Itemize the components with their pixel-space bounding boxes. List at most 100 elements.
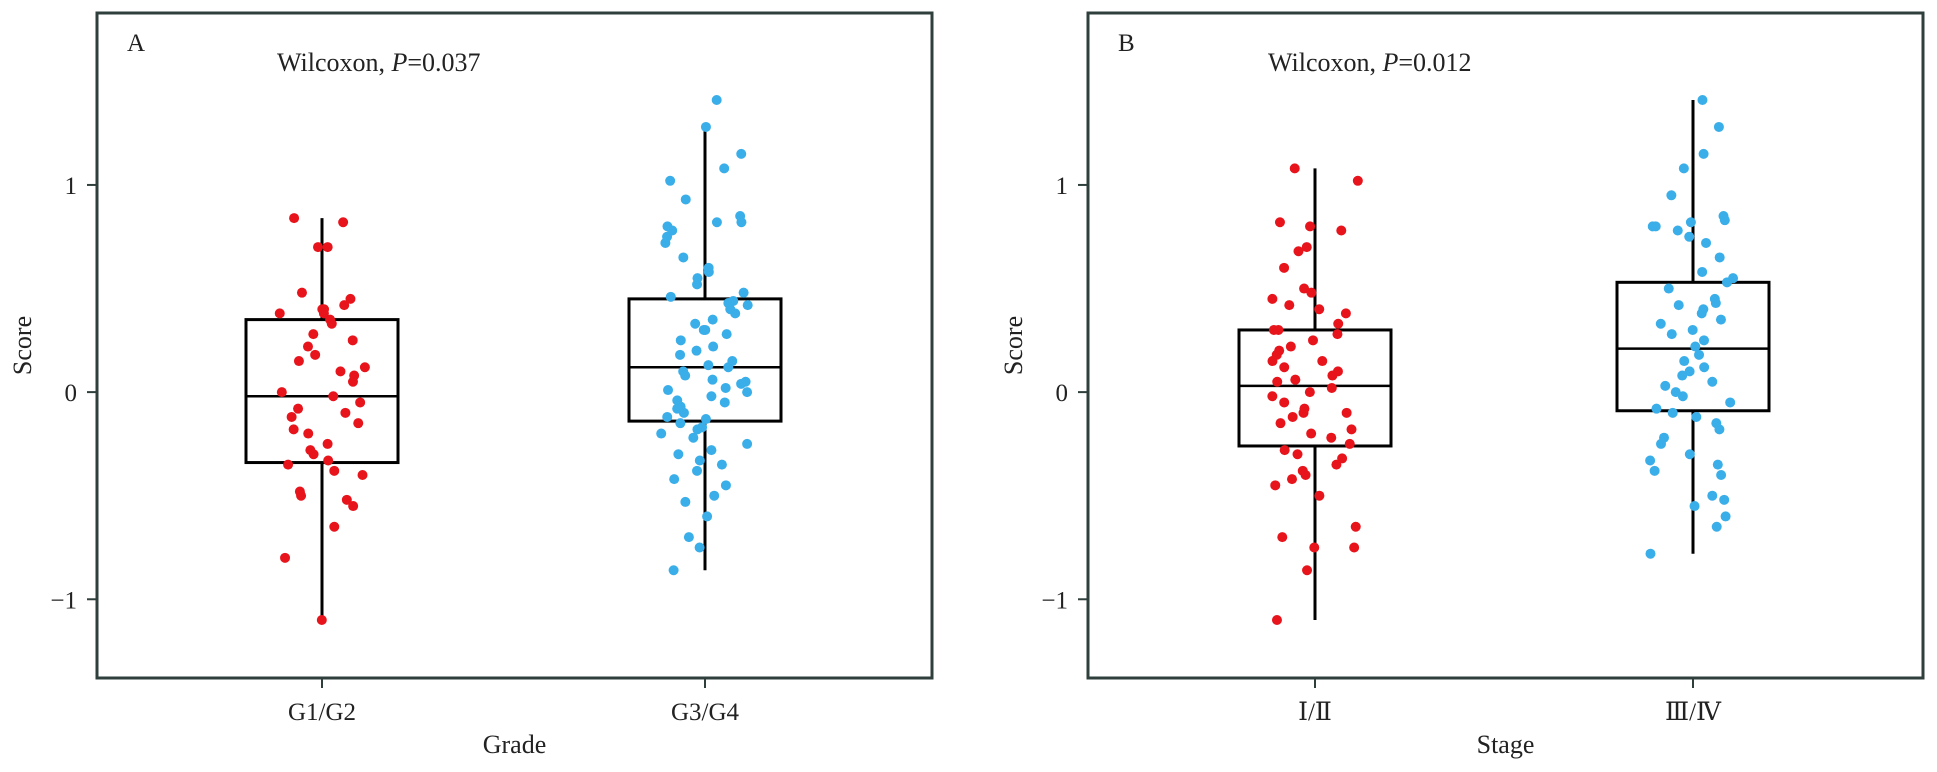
data-point [1656, 438, 1667, 449]
data-point [692, 465, 703, 476]
data-point [665, 291, 676, 302]
annotation-prefix: Wilcoxon, [1268, 48, 1383, 77]
data-point [1713, 121, 1724, 132]
data-point [338, 217, 349, 228]
data-point [680, 194, 691, 205]
data-point [1350, 521, 1361, 532]
data-point [1725, 397, 1736, 408]
data-point [1314, 304, 1325, 315]
annotation-p-symbol: P [1382, 48, 1399, 77]
data-point [1349, 542, 1360, 553]
box [1237, 328, 1393, 448]
data-point [720, 382, 731, 393]
data-point [1689, 501, 1700, 512]
data-point [1719, 215, 1730, 226]
y-tick-label: −1 [1041, 587, 1068, 614]
panel-b: B Wilcoxon, P=0.012 −1 0 1 Score Ⅰ/Ⅱ Ⅲ/Ⅳ Stage [999, 11, 1925, 759]
x-tick-label: G3/G4 [671, 699, 740, 726]
panel-a: A Wilcoxon, P=0.037 −1 0 1 Score G1/G2 G3/G4 Gra… [8, 11, 934, 759]
data-point [308, 329, 319, 340]
data-point [665, 175, 676, 186]
data-point [1645, 548, 1656, 559]
data-point [1673, 300, 1684, 311]
data-point [1344, 438, 1355, 449]
data-point [660, 237, 671, 248]
data-point [1714, 424, 1725, 435]
data-point [1340, 308, 1351, 319]
data-point [1285, 341, 1296, 352]
data-point [329, 465, 340, 476]
data-point [703, 266, 714, 277]
data-point [1697, 95, 1708, 106]
data-point [340, 407, 351, 418]
annotation-p-value: =0.012 [1398, 48, 1471, 77]
data-point [1698, 335, 1709, 346]
data-point [730, 308, 741, 319]
data-point [742, 300, 753, 311]
data-point [1327, 370, 1338, 381]
data-point [1346, 424, 1357, 435]
data-point [322, 438, 333, 449]
data-point [680, 370, 691, 381]
data-point [302, 341, 313, 352]
data-point [1336, 225, 1347, 236]
data-point [353, 418, 364, 429]
data-point [303, 428, 314, 439]
annotation-p-value: =0.037 [407, 48, 480, 77]
data-point [719, 397, 730, 408]
data-point [663, 385, 674, 396]
data-point [1685, 217, 1696, 228]
data-point [1292, 449, 1303, 460]
data-point [1309, 542, 1320, 553]
data-point [1645, 455, 1656, 466]
annotation-prefix: Wilcoxon, [277, 48, 392, 77]
data-point [700, 414, 711, 425]
data-point [1279, 362, 1290, 373]
data-point [723, 362, 734, 373]
data-point [323, 455, 334, 466]
data-point [675, 418, 686, 429]
data-point [742, 438, 753, 449]
data-point [1691, 411, 1702, 422]
data-point [678, 252, 689, 263]
data-point [1314, 490, 1325, 501]
data-point [1667, 407, 1678, 418]
data-point [345, 293, 356, 304]
annotation-p-symbol: P [391, 48, 408, 77]
data-point [1678, 163, 1689, 174]
group-0 [1237, 163, 1393, 625]
data-point [707, 374, 718, 385]
data-point [675, 349, 686, 360]
data-point [310, 349, 321, 360]
data-point [288, 424, 299, 435]
data-point [1287, 411, 1298, 422]
data-point [711, 217, 722, 228]
data-point [296, 490, 307, 501]
data-point [668, 565, 679, 576]
data-point [736, 378, 747, 389]
data-point [662, 411, 673, 422]
data-point [1352, 175, 1363, 186]
data-point [274, 308, 285, 319]
data-point [357, 469, 368, 480]
data-point [706, 445, 717, 456]
data-point [716, 459, 727, 470]
panel-letter: B [1118, 30, 1135, 57]
data-point [1300, 469, 1311, 480]
data-point [1284, 300, 1295, 311]
data-point [313, 242, 324, 253]
plot-frame [95, 11, 934, 680]
data-point [318, 308, 329, 319]
data-point [1707, 490, 1718, 501]
data-point [673, 449, 684, 460]
x-axis-title: Stage [1477, 730, 1535, 759]
data-point [692, 424, 703, 435]
data-point [1341, 407, 1352, 418]
data-point [355, 397, 366, 408]
y-axis-title: Score [999, 316, 1028, 375]
data-point [1716, 469, 1727, 480]
y-tick-label: −1 [50, 587, 77, 614]
data-point [1707, 376, 1718, 387]
data-point [736, 148, 747, 159]
